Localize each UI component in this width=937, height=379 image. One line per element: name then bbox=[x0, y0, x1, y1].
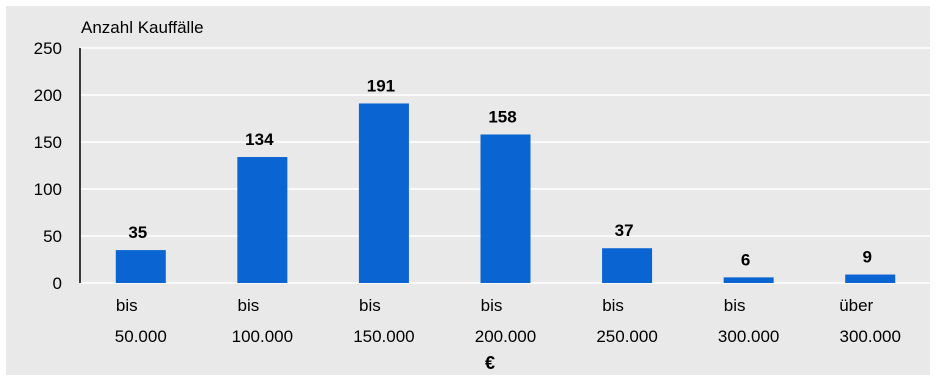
x-tick-label: 300.000 bbox=[839, 327, 900, 346]
y-tick-label: 100 bbox=[34, 180, 62, 199]
value-label: 158 bbox=[488, 107, 516, 126]
x-tick-label: bis bbox=[481, 296, 503, 315]
y-tick-label: 50 bbox=[43, 227, 62, 246]
y-tick-label: 250 bbox=[34, 39, 62, 58]
value-label: 37 bbox=[615, 221, 634, 240]
x-tick-label: 250.000 bbox=[596, 327, 657, 346]
x-tick-label: 200.000 bbox=[475, 327, 536, 346]
x-tick-label: 50.000 bbox=[115, 327, 167, 346]
value-label: 134 bbox=[245, 130, 274, 149]
value-label: 9 bbox=[862, 248, 871, 267]
x-tick-label: bis bbox=[116, 296, 138, 315]
bar bbox=[723, 277, 774, 283]
y-tick-label: 200 bbox=[34, 86, 62, 105]
x-tick-label: 300.000 bbox=[718, 327, 779, 346]
bar bbox=[358, 103, 409, 284]
value-label: 35 bbox=[128, 223, 147, 242]
value-labels: 35 134 191 158 37 6 9 bbox=[128, 76, 872, 269]
x-tick-label: 100.000 bbox=[232, 327, 293, 346]
bar bbox=[237, 157, 288, 283]
y-tick-label: 150 bbox=[34, 133, 62, 152]
chart-background bbox=[6, 6, 930, 375]
x-tick-label: 150.000 bbox=[353, 327, 414, 346]
value-label: 191 bbox=[367, 76, 395, 95]
x-tick-label: bis bbox=[359, 296, 381, 315]
x-tick-label: bis bbox=[602, 296, 624, 315]
x-axis-label: € bbox=[485, 353, 495, 373]
bar bbox=[115, 250, 166, 283]
y-axis-ticks: 0 50 100 150 200 250 bbox=[34, 39, 62, 293]
value-label: 6 bbox=[741, 250, 750, 269]
x-tick-label: bis bbox=[724, 296, 746, 315]
x-tick-label: über bbox=[839, 296, 873, 315]
bars bbox=[115, 103, 896, 284]
y-axis-label: Anzahl Kauffälle bbox=[81, 18, 204, 37]
x-axis-ticks: bis 50.000 bis 100.000 bis 150.000 bis 200.000 b… bbox=[115, 296, 901, 346]
bar bbox=[845, 274, 896, 283]
x-tick-label: bis bbox=[237, 296, 259, 315]
bar bbox=[480, 134, 531, 283]
y-tick-label: 0 bbox=[53, 274, 62, 293]
bar bbox=[602, 248, 653, 283]
